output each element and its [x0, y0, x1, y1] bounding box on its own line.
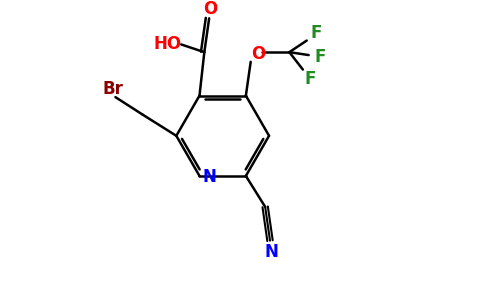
- Text: N: N: [202, 168, 216, 186]
- Text: Br: Br: [102, 80, 123, 98]
- Text: HO: HO: [153, 35, 182, 53]
- Text: F: F: [311, 24, 322, 42]
- Text: O: O: [203, 0, 217, 18]
- Text: F: F: [305, 70, 316, 88]
- Text: N: N: [264, 243, 278, 261]
- Text: O: O: [251, 45, 266, 63]
- Text: F: F: [315, 48, 326, 66]
